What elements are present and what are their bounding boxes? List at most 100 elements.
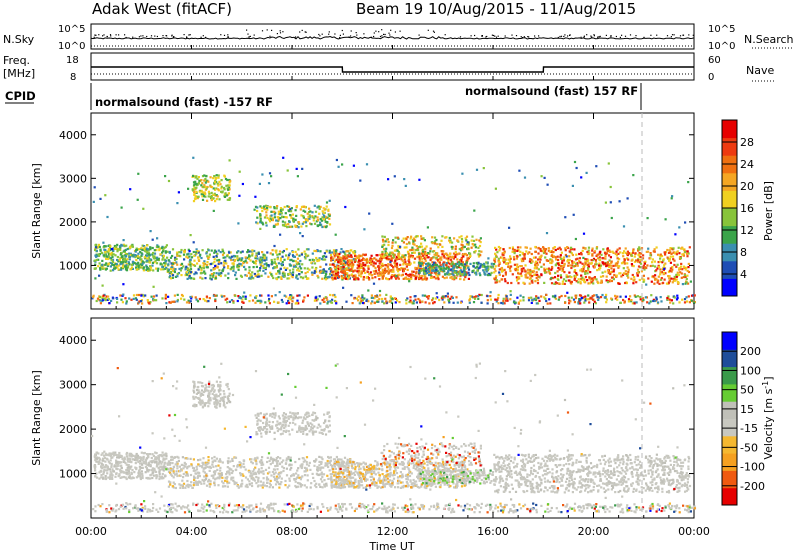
echo-point <box>671 266 674 269</box>
echo-point <box>574 264 577 268</box>
echo-point <box>155 474 158 477</box>
echo-point <box>134 297 137 300</box>
echo-point <box>356 276 359 280</box>
echo-point <box>343 272 347 275</box>
echo-point <box>271 217 274 220</box>
echo-point <box>299 259 302 263</box>
echo-point <box>192 181 196 184</box>
echo-point <box>563 264 566 267</box>
echo-point <box>443 256 446 259</box>
echo-point <box>201 175 205 178</box>
echo-point <box>412 302 415 305</box>
echo-point <box>608 254 611 257</box>
echo-point <box>382 275 385 278</box>
echo-point <box>288 269 292 272</box>
echo-point <box>187 299 190 302</box>
echo-point <box>168 260 171 263</box>
plot-title: Adak West (fitACF) <box>92 0 232 18</box>
echo-point <box>219 251 222 254</box>
echo-point <box>213 261 216 264</box>
echo-point <box>198 297 201 301</box>
echo-point <box>435 243 439 246</box>
echo-point <box>687 282 690 285</box>
echo-point <box>536 267 539 270</box>
echo-point <box>316 298 319 301</box>
echo-point <box>596 295 599 298</box>
echo-point <box>668 269 672 272</box>
echo-point <box>151 468 154 471</box>
echo-point <box>478 293 481 296</box>
echo-point <box>487 267 490 271</box>
echo-point <box>131 254 134 257</box>
echo-point <box>669 267 672 270</box>
echo-point <box>604 270 607 273</box>
echo-point <box>121 301 124 304</box>
echo-point <box>230 266 233 269</box>
echo-point <box>601 293 604 297</box>
echo-point <box>195 183 198 186</box>
echo-point <box>284 479 287 483</box>
echo-point <box>131 476 134 479</box>
echo-point <box>401 254 404 257</box>
echo-point <box>287 299 290 303</box>
echo-point <box>584 258 587 261</box>
echo-point <box>180 267 183 270</box>
echo-point <box>675 273 678 276</box>
nsky-point <box>656 34 658 36</box>
echo-point <box>471 270 474 273</box>
echo-point <box>286 205 289 208</box>
echo-point <box>112 247 115 250</box>
echo-point <box>469 262 472 265</box>
echo-point <box>173 300 176 303</box>
echo-point <box>498 268 501 271</box>
echo-point <box>325 205 328 208</box>
echo-point <box>494 276 497 279</box>
echo-point <box>574 258 578 261</box>
echo-point <box>228 197 232 200</box>
echo-point <box>116 266 119 269</box>
echo-point <box>193 259 196 262</box>
echo-point <box>266 208 269 211</box>
echo-point <box>568 258 571 262</box>
echo-point <box>297 267 300 270</box>
echo-point <box>378 289 382 293</box>
echo-point <box>297 221 300 224</box>
echo-point <box>471 243 474 246</box>
echo-point <box>487 274 490 277</box>
nsky-point <box>418 34 420 36</box>
echo-point <box>410 248 413 251</box>
echo-point <box>322 218 326 221</box>
echo-point <box>142 455 145 458</box>
echo-point <box>582 256 585 259</box>
echo-point <box>671 281 674 284</box>
echo-point <box>413 274 416 277</box>
echo-point <box>550 261 553 265</box>
echo-point <box>371 300 374 303</box>
echo-point <box>208 253 211 256</box>
echo-point <box>219 469 222 472</box>
echo-point <box>213 192 216 195</box>
echo-point <box>340 259 343 262</box>
echo-point <box>282 215 285 219</box>
echo-point <box>620 275 623 278</box>
echo-point <box>495 255 498 258</box>
echo-point <box>114 451 117 454</box>
echo-point <box>400 274 403 277</box>
nsky-point <box>381 29 383 31</box>
echo-point <box>445 236 448 239</box>
echo-point <box>391 274 394 277</box>
echo-point <box>676 263 679 266</box>
echo-point <box>417 265 420 268</box>
echo-point <box>665 282 669 285</box>
echo-point <box>425 272 429 275</box>
echo-point <box>193 193 196 196</box>
echo-point <box>131 468 134 472</box>
echo-point <box>313 262 317 265</box>
echo-point <box>664 262 667 265</box>
nsky-point <box>523 36 525 38</box>
echo-point <box>678 301 681 304</box>
ytick-label: 1000 <box>59 259 87 272</box>
echo-point <box>288 296 292 299</box>
echo-point <box>395 274 398 278</box>
echo-point <box>341 163 344 166</box>
